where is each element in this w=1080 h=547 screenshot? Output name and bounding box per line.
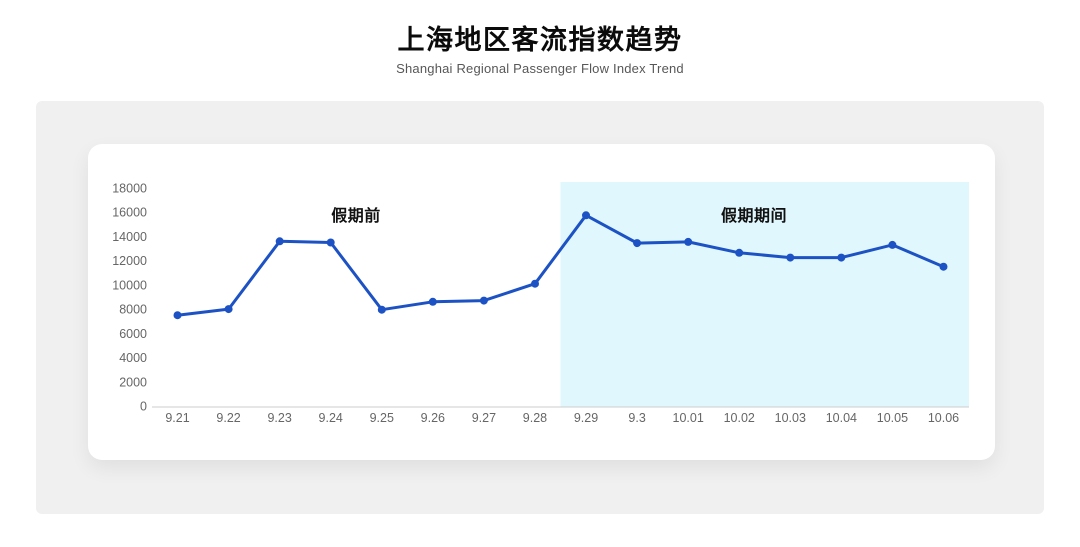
y-axis-tick-label: 16000: [112, 206, 147, 220]
y-axis-tick-label: 14000: [112, 230, 147, 244]
chart-canvas: 0 2000 4000 6000 8000 10000 12000 14000 16000 180…: [112, 182, 969, 425]
y-axis-tick-label: 0: [140, 400, 147, 414]
data-point[interactable]: [224, 305, 233, 314]
x-axis-tick-label: 9.3: [628, 411, 645, 425]
data-point[interactable]: [275, 237, 284, 246]
holiday-highlight-region: [560, 182, 969, 407]
x-axis-tick-label: 10.04: [826, 411, 857, 425]
x-axis-tick-label: 9.25: [370, 411, 394, 425]
y-axis-tick-label: 4000: [119, 351, 147, 365]
x-axis-tick-label: 10.03: [775, 411, 806, 425]
data-point[interactable]: [888, 240, 897, 249]
annotation-before-holiday: 假期前: [331, 208, 381, 225]
data-point[interactable]: [939, 262, 948, 271]
y-axis-tick-label: 10000: [112, 278, 147, 292]
data-point[interactable]: [735, 248, 744, 257]
x-axis-tick-label: 9.28: [523, 411, 547, 425]
data-point[interactable]: [479, 296, 488, 305]
y-axis-tick-label: 6000: [119, 327, 147, 341]
data-point[interactable]: [582, 211, 590, 220]
y-axis-tick-label: 2000: [119, 375, 147, 389]
x-axis-tick-label: 9.21: [165, 411, 189, 425]
x-axis-tick-label: 10.05: [877, 411, 908, 425]
x-axis-tick-label: 10.06: [928, 411, 959, 425]
chart-panel: 0 2000 4000 6000 8000 10000 12000 14000 16000 180…: [36, 101, 1044, 514]
x-axis-tick-label: 9.22: [216, 411, 240, 425]
chart-card: 0 2000 4000 6000 8000 10000 12000 14000 16000 180…: [88, 144, 995, 460]
data-point[interactable]: [633, 239, 642, 248]
data-point[interactable]: [377, 305, 386, 314]
flow-line-series: [176, 213, 945, 317]
y-axis-tick-label: 18000: [112, 182, 147, 196]
x-axis-tick-label: 10.01: [673, 411, 704, 425]
data-point[interactable]: [326, 238, 335, 247]
data-point[interactable]: [837, 253, 846, 262]
data-point[interactable]: [684, 237, 693, 246]
data-point[interactable]: [173, 311, 182, 320]
page-title: 上海地区客流指数趋势: [397, 25, 683, 55]
x-axis-tick-label: 9.26: [421, 411, 445, 425]
x-axis-tick-label: 9.27: [472, 411, 496, 425]
x-axis-tick-label: 9.24: [319, 411, 343, 425]
y-axis-tick-label: 8000: [119, 303, 147, 317]
data-point[interactable]: [428, 297, 437, 306]
y-axis-tick-label: 12000: [112, 254, 147, 268]
page-subtitle: Shanghai Regional Passenger Flow Index T…: [396, 61, 684, 76]
chart-header: 上海地区客流指数趋势 Shanghai Regional Passenger F…: [0, 0, 1080, 76]
annotation-holiday: 假期期间: [720, 208, 788, 225]
x-axis-tick-label: 9.29: [574, 411, 598, 425]
line-chart: 0 2000 4000 6000 8000 10000 12000 14000 16000 180…: [88, 144, 995, 460]
data-point[interactable]: [531, 279, 539, 288]
x-axis-tick-label: 9.23: [267, 411, 291, 425]
data-point[interactable]: [786, 253, 795, 262]
x-axis-tick-label: 10.02: [724, 411, 755, 425]
